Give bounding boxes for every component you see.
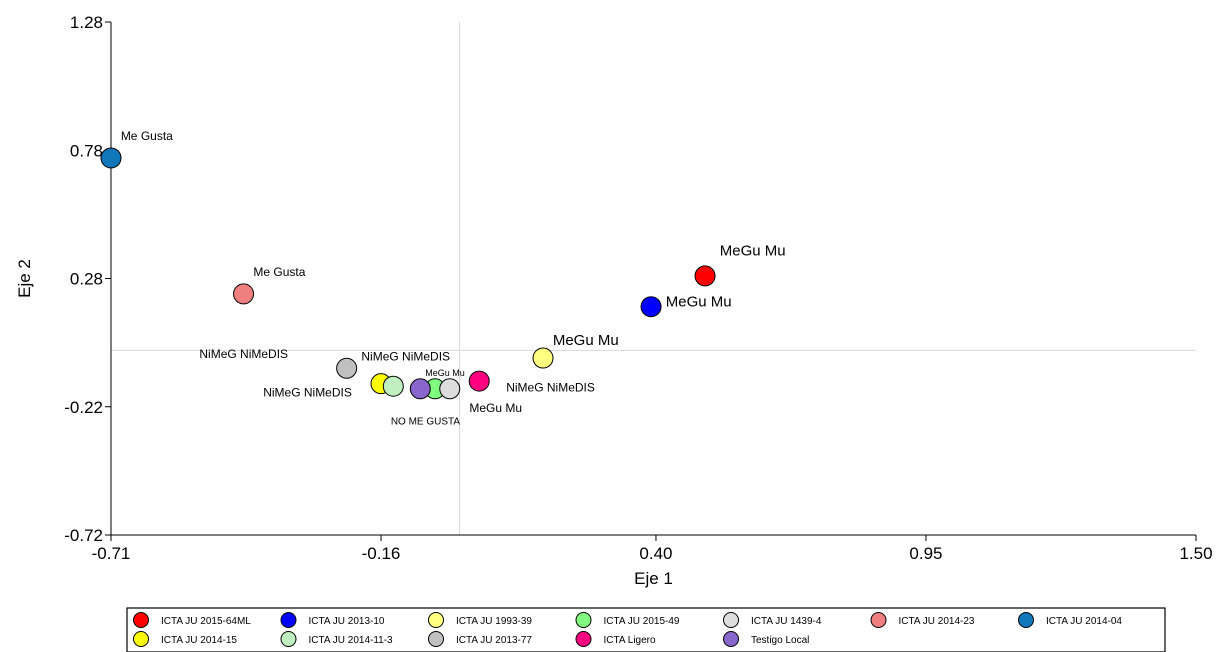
point-annotation: MeGu Mu (666, 294, 732, 311)
x-tick-label: 1.50 (1179, 544, 1212, 563)
legend-label: Testigo Local (751, 635, 809, 646)
data-point[interactable] (233, 283, 255, 305)
legend-marker (870, 612, 887, 628)
legend-label: ICTA JU 2013-10 (309, 616, 385, 627)
y-tick-label: -0.22 (64, 398, 103, 417)
legend-label: ICTA JU 2014-04 (1046, 616, 1122, 627)
legend-marker (428, 631, 444, 647)
data-point[interactable] (439, 378, 461, 400)
point-annotation: NiMeG NiMeDIS (506, 380, 595, 394)
x-tick-label: 0.40 (639, 544, 672, 563)
legend-label: ICTA Ligero (604, 635, 656, 646)
data-point[interactable] (640, 296, 662, 318)
data-point[interactable] (468, 370, 490, 392)
legend-marker (723, 612, 739, 628)
legend-label: ICTA JU 1993-39 (456, 616, 532, 627)
point-annotation: NO ME GUSTA (391, 417, 461, 428)
legend-box (126, 607, 1166, 652)
point-annotation: MeGu Mu (469, 401, 522, 415)
y-tick-label: 1.28 (70, 13, 103, 32)
legend-label: ICTA JU 2014-11-3 (309, 635, 394, 646)
legend-marker (428, 612, 444, 628)
legend-marker (133, 631, 149, 647)
y-tick-label: 0.78 (70, 141, 103, 160)
y-axis-title: Eje 2 (15, 259, 34, 298)
x-tick-label: 0.95 (909, 544, 942, 563)
x-axis-title: Eje 1 (634, 569, 673, 588)
legend-marker (133, 612, 149, 628)
legend-marker (723, 631, 739, 647)
legend-label: ICTA JU 1439-4 (751, 616, 822, 627)
legend-marker (280, 612, 297, 628)
point-annotation: MeGu Mu (720, 242, 786, 259)
data-point[interactable] (409, 378, 431, 400)
point-annotation: Me Gusta (253, 265, 305, 279)
legend-label: ICTA JU 2013-77 (456, 635, 532, 646)
point-annotation: MeGu Mu (425, 368, 465, 378)
data-point[interactable] (694, 265, 716, 287)
data-point[interactable] (532, 347, 554, 369)
data-point[interactable] (100, 147, 122, 169)
legend-marker (1018, 612, 1034, 628)
point-annotation: Me Gusta (121, 129, 173, 143)
y-tick-label: 0.28 (70, 270, 103, 289)
point-annotation: NiMeG NiMeDIS (199, 347, 288, 361)
x-tick-label: -0.71 (92, 544, 131, 563)
x-tick-label: -0.16 (362, 544, 401, 563)
legend-label: ICTA JU 2014-23 (899, 616, 975, 627)
data-point[interactable] (382, 375, 404, 397)
point-annotation: NiMeG NiMeDIS (263, 385, 352, 399)
y-tick-label: -0.72 (64, 526, 103, 545)
legend-marker (280, 631, 297, 647)
legend-label: ICTA JU 2015-49 (604, 616, 680, 627)
data-point[interactable] (336, 357, 358, 379)
point-annotation: NiMeG NiMeDIS (361, 350, 450, 364)
legend-label: ICTA JU 2015-64ML (161, 616, 251, 627)
legend-marker (575, 631, 592, 647)
point-annotation: MeGu Mu (553, 332, 619, 349)
legend-label: ICTA JU 2014-15 (161, 635, 237, 646)
legend-marker (575, 612, 592, 628)
